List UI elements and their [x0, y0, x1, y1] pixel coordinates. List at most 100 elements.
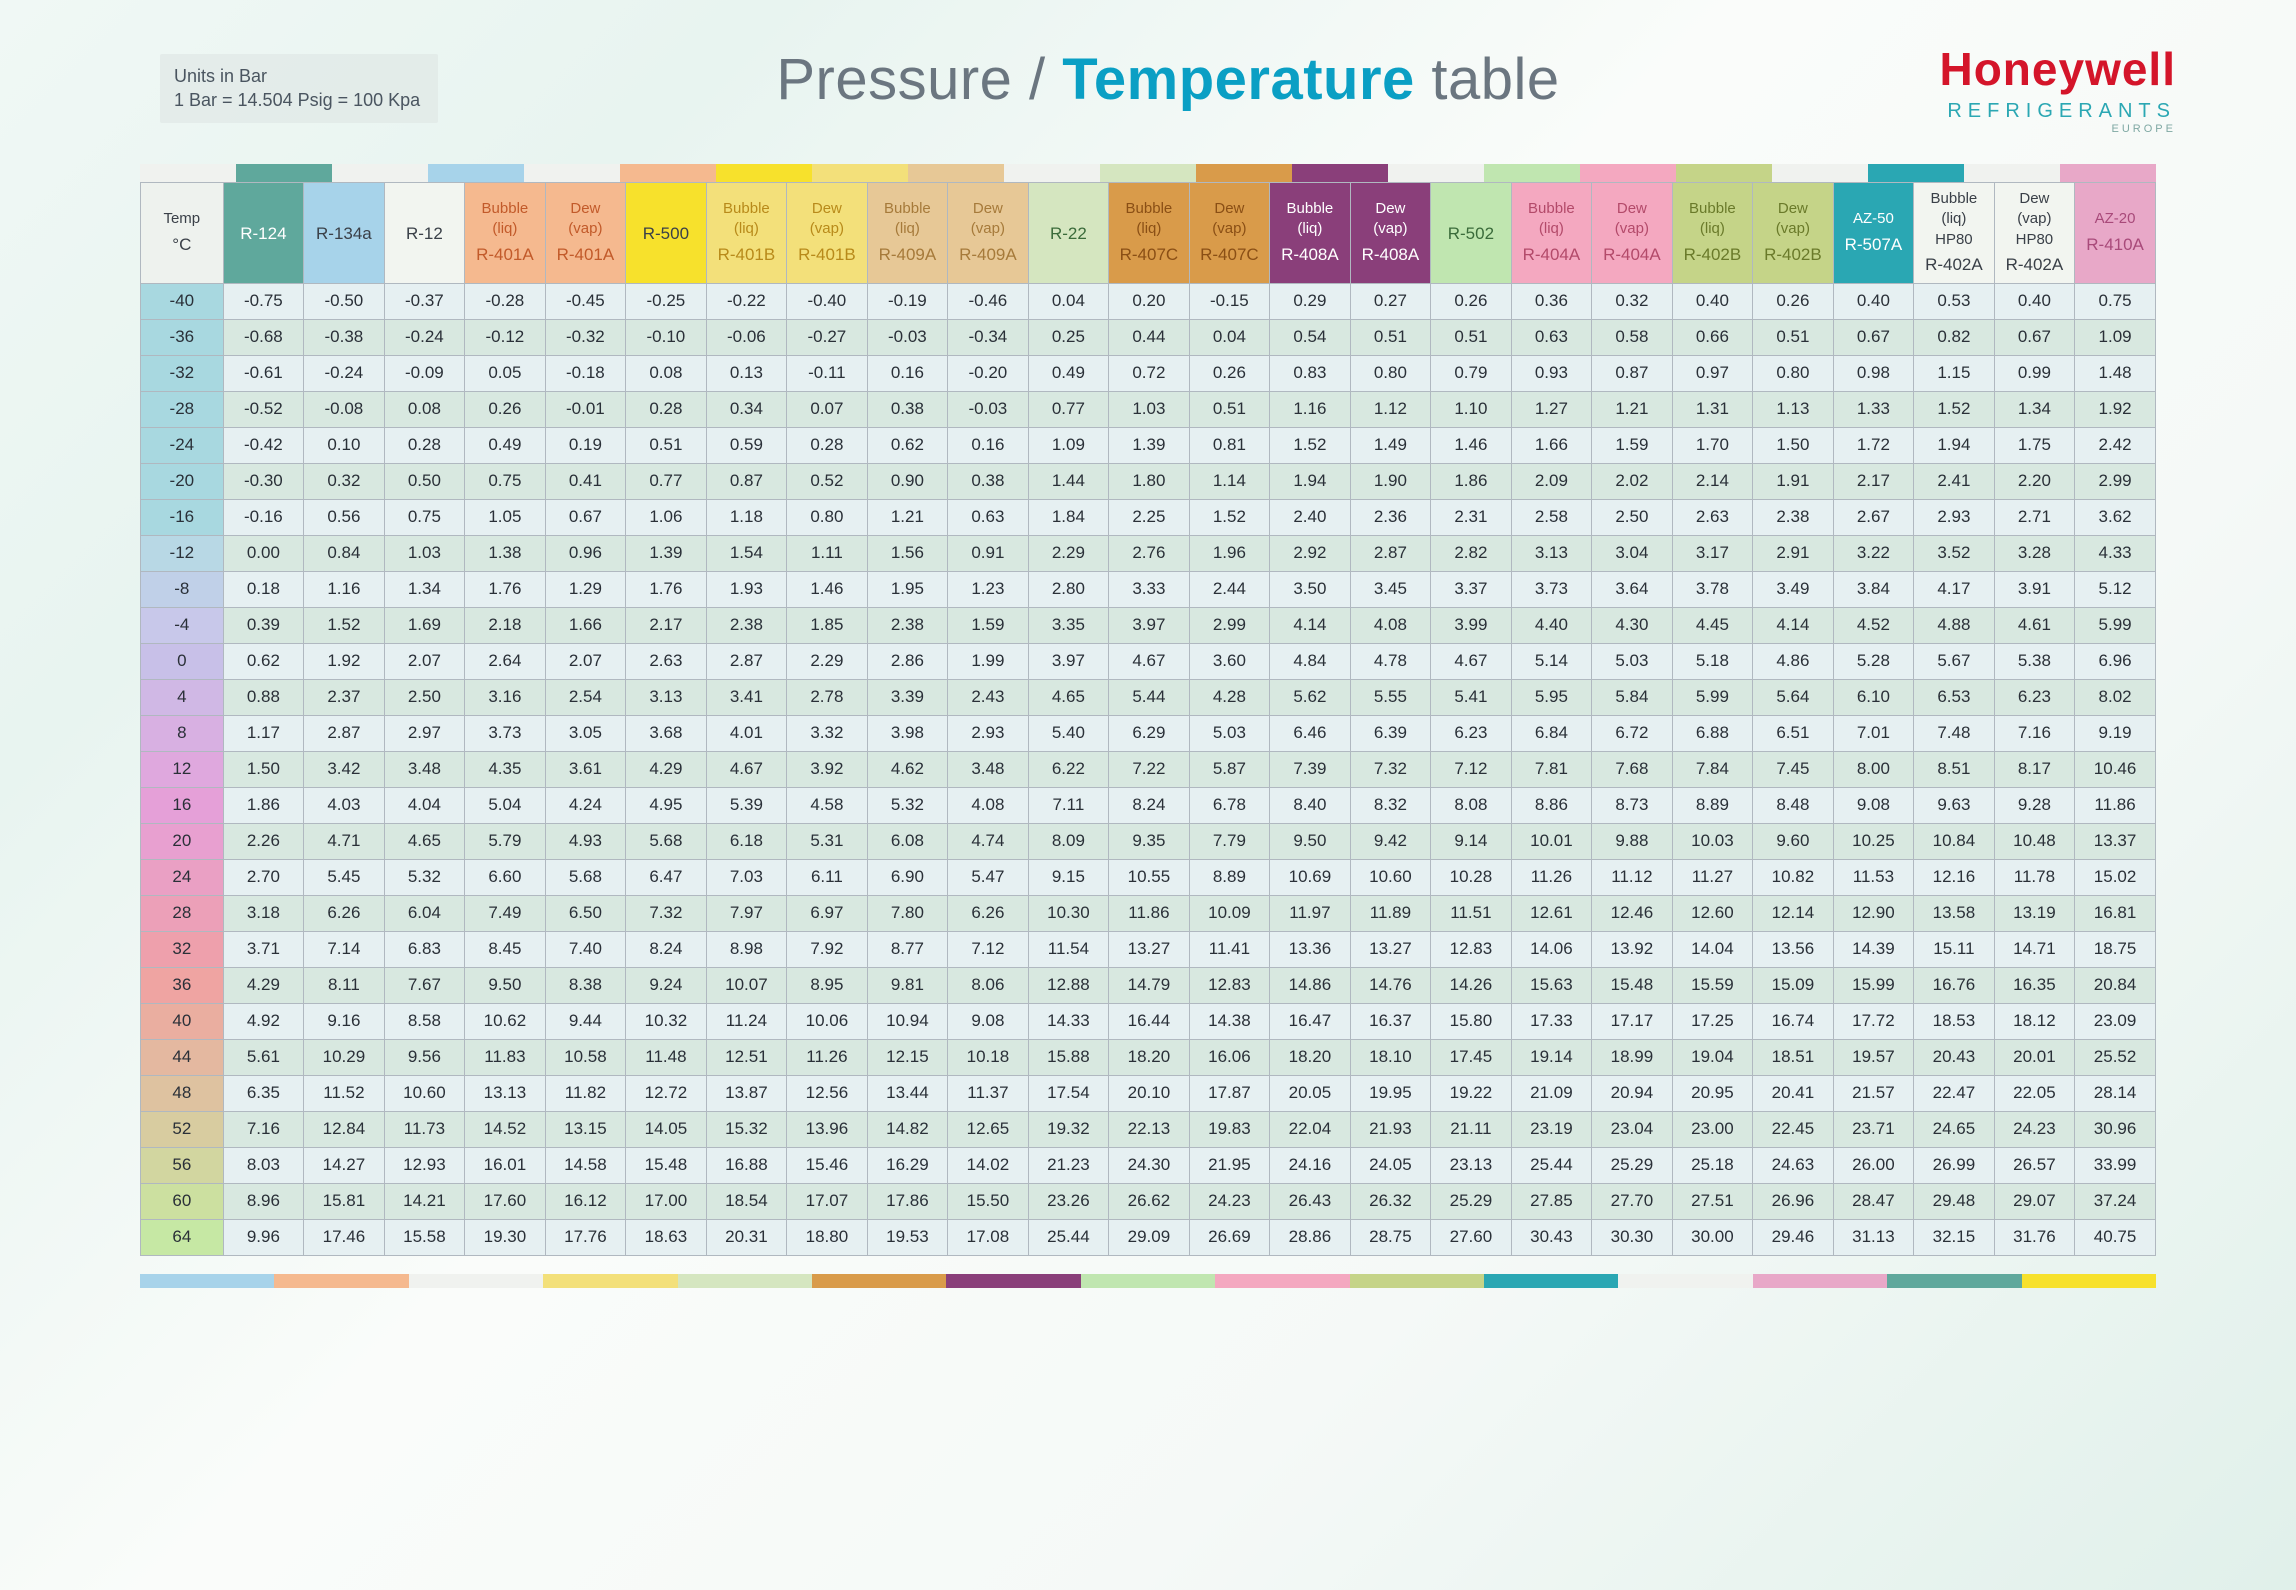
data-cell: 0.93 — [1511, 355, 1592, 391]
temp-cell: 16 — [141, 787, 224, 823]
data-cell: 0.66 — [1672, 319, 1753, 355]
data-cell: 5.79 — [465, 823, 546, 859]
col-header: Bubble(liq)R-409A — [867, 183, 948, 284]
data-cell: 10.09 — [1189, 895, 1270, 931]
data-cell: 19.95 — [1350, 1075, 1431, 1111]
data-cell: 15.81 — [304, 1183, 385, 1219]
data-cell: -0.27 — [787, 319, 868, 355]
data-cell: 22.05 — [1994, 1075, 2075, 1111]
data-cell: 2.99 — [1189, 607, 1270, 643]
data-cell: 7.11 — [1028, 787, 1109, 823]
data-cell: -0.34 — [948, 319, 1029, 355]
temp-cell: -28 — [141, 391, 224, 427]
data-cell: 3.68 — [626, 715, 707, 751]
data-cell: 12.90 — [1833, 895, 1914, 931]
data-cell: 3.04 — [1592, 535, 1673, 571]
table-row: 40.882.372.503.162.543.133.412.783.392.4… — [141, 679, 2156, 715]
data-cell: 1.49 — [1350, 427, 1431, 463]
data-cell: 23.26 — [1028, 1183, 1109, 1219]
data-cell: 7.12 — [1431, 751, 1512, 787]
data-cell: 8.17 — [1994, 751, 2075, 787]
data-cell: 11.37 — [948, 1075, 1029, 1111]
data-cell: 30.43 — [1511, 1219, 1592, 1255]
table-row: 486.3511.5210.6013.1311.8212.7213.8712.5… — [141, 1075, 2156, 1111]
data-cell: 0.96 — [545, 535, 626, 571]
temp-cell: -24 — [141, 427, 224, 463]
data-cell: 4.67 — [706, 751, 787, 787]
data-cell: 8.51 — [1914, 751, 1995, 787]
data-cell: 2.86 — [867, 643, 948, 679]
data-cell: 5.18 — [1672, 643, 1753, 679]
data-cell: 9.16 — [304, 1003, 385, 1039]
data-cell: 9.63 — [1914, 787, 1995, 823]
data-cell: 9.35 — [1109, 823, 1190, 859]
data-cell: 14.33 — [1028, 1003, 1109, 1039]
data-cell: 0.51 — [1189, 391, 1270, 427]
data-cell: 9.44 — [545, 1003, 626, 1039]
data-cell: 23.04 — [1592, 1111, 1673, 1147]
data-cell: 6.51 — [1753, 715, 1834, 751]
data-cell: 40.75 — [2075, 1219, 2156, 1255]
data-cell: 7.16 — [1994, 715, 2075, 751]
data-cell: 0.51 — [1431, 319, 1512, 355]
data-cell: 19.14 — [1511, 1039, 1592, 1075]
table-row: 608.9615.8114.2117.6016.1217.0018.5417.0… — [141, 1183, 2156, 1219]
data-cell: 0.75 — [465, 463, 546, 499]
data-cell: 1.86 — [1431, 463, 1512, 499]
data-cell: -0.11 — [787, 355, 868, 391]
data-cell: 0.52 — [787, 463, 868, 499]
data-cell: 1.38 — [465, 535, 546, 571]
data-cell: 16.35 — [1994, 967, 2075, 1003]
data-cell: 8.96 — [223, 1183, 304, 1219]
data-cell: 2.50 — [384, 679, 465, 715]
data-cell: 3.64 — [1592, 571, 1673, 607]
col-header: Bubble(liq)R-401B — [706, 183, 787, 284]
data-cell: 5.03 — [1592, 643, 1673, 679]
data-cell: 1.33 — [1833, 391, 1914, 427]
data-cell: 0.80 — [1350, 355, 1431, 391]
data-cell: -0.18 — [545, 355, 626, 391]
data-cell: 5.40 — [1028, 715, 1109, 751]
data-cell: 26.69 — [1189, 1219, 1270, 1255]
data-cell: 0.87 — [1592, 355, 1673, 391]
data-cell: 4.29 — [223, 967, 304, 1003]
data-cell: 4.29 — [626, 751, 707, 787]
data-cell: 6.39 — [1350, 715, 1431, 751]
data-cell: 23.19 — [1511, 1111, 1592, 1147]
table-row: -20-0.300.320.500.750.410.770.870.520.90… — [141, 463, 2156, 499]
col-header: R-502 — [1431, 183, 1512, 284]
data-cell: 28.75 — [1350, 1219, 1431, 1255]
data-cell: 17.00 — [626, 1183, 707, 1219]
data-cell: 15.88 — [1028, 1039, 1109, 1075]
data-cell: 8.77 — [867, 931, 948, 967]
data-cell: 11.24 — [706, 1003, 787, 1039]
data-cell: 20.43 — [1914, 1039, 1995, 1075]
data-cell: 3.28 — [1994, 535, 2075, 571]
brand-name: Honeywell — [1939, 42, 2176, 96]
data-cell: 37.24 — [2075, 1183, 2156, 1219]
data-cell: 5.87 — [1189, 751, 1270, 787]
data-cell: 6.90 — [867, 859, 948, 895]
data-cell: -0.20 — [948, 355, 1029, 391]
data-cell: 11.86 — [2075, 787, 2156, 823]
data-cell: 26.96 — [1753, 1183, 1834, 1219]
data-cell: 31.76 — [1994, 1219, 2075, 1255]
data-cell: 1.52 — [1270, 427, 1351, 463]
data-cell: 1.59 — [948, 607, 1029, 643]
data-cell: 25.44 — [1511, 1147, 1592, 1183]
data-cell: 0.40 — [1833, 283, 1914, 319]
data-cell: 3.42 — [304, 751, 385, 787]
col-header: Dew(vap)R-408A — [1350, 183, 1431, 284]
data-cell: 25.52 — [2075, 1039, 2156, 1075]
temp-cell: -16 — [141, 499, 224, 535]
data-cell: 17.86 — [867, 1183, 948, 1219]
data-cell: 12.16 — [1914, 859, 1995, 895]
data-cell: 16.88 — [706, 1147, 787, 1183]
data-cell: 1.05 — [465, 499, 546, 535]
data-cell: 19.32 — [1028, 1111, 1109, 1147]
data-cell: 3.16 — [465, 679, 546, 715]
data-cell: 1.54 — [706, 535, 787, 571]
data-cell: 3.97 — [1109, 607, 1190, 643]
data-cell: 0.00 — [223, 535, 304, 571]
data-cell: 2.29 — [787, 643, 868, 679]
